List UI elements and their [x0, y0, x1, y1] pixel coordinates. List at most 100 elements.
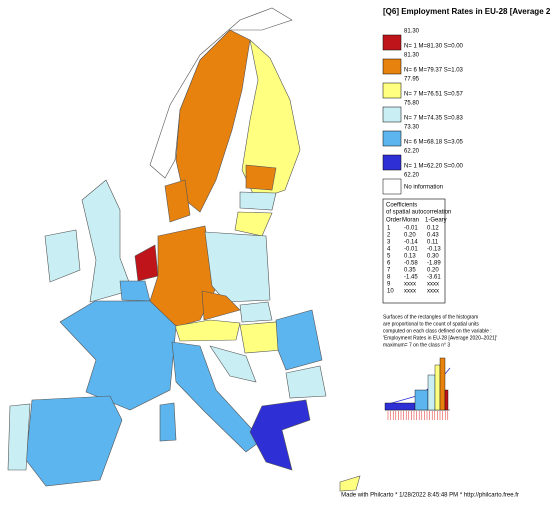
- estonia: [245, 164, 277, 191]
- class-bound: 75.80: [404, 101, 420, 107]
- title: [Q6] Employment Rates in EU-28 [Average …: [383, 7, 550, 16]
- note-line: Surfaces of the rectangles of the histog…: [383, 314, 478, 320]
- table-cell: 8: [387, 275, 391, 281]
- austria: [174, 319, 241, 342]
- class-stats: N= 7 M=74.35 S=0.83: [404, 116, 464, 122]
- histogram-bar: [414, 389, 429, 411]
- sweden: [175, 29, 251, 213]
- table-cell: -0.01: [404, 226, 418, 232]
- table-title: of spatial autocorrelation: [386, 210, 451, 216]
- table-cell: 2: [387, 233, 391, 239]
- table-cell: 0.43: [427, 233, 439, 239]
- table-cell: 0.13: [404, 254, 416, 260]
- netherlands: [134, 244, 159, 282]
- table-cell: -0.13: [427, 247, 441, 253]
- legend: 81.30 81.30 77.95 75.80 73.30 62.20 62.20 N= 1 …: [382, 29, 464, 195]
- bulgaria: [285, 365, 327, 399]
- map: [7, 7, 361, 492]
- table-cell: 10: [387, 289, 394, 295]
- table-cell: 9: [387, 282, 391, 288]
- table-header: Order: [386, 218, 401, 224]
- united-kingdom: [81, 179, 133, 303]
- spain: [25, 395, 123, 487]
- table-cell: 0.20: [404, 233, 416, 239]
- greece: [249, 399, 311, 471]
- table-cell: xxxx: [404, 289, 416, 295]
- class-stats: N= 1 M=81.30 S=0.00: [404, 44, 464, 50]
- table-frame: [382, 198, 446, 304]
- poland: [204, 231, 271, 303]
- table-cell: 4: [387, 247, 391, 253]
- portugal: [7, 403, 31, 471]
- histogram-bar: [439, 357, 446, 411]
- table-cell: xxxx: [427, 289, 439, 295]
- note-line: maximum= 7 on the class n° 3: [383, 342, 450, 348]
- belgium: [119, 280, 151, 302]
- table-cell: -3.61: [427, 275, 441, 281]
- table-cell: 0.30: [427, 254, 439, 260]
- histogram-bar: [434, 364, 441, 411]
- note-line: 'Employment Rates in EU-28 [Average 2020…: [383, 335, 497, 341]
- class-bound: 62.20: [404, 149, 420, 155]
- table-cell: 0.12: [427, 226, 439, 232]
- class-stats: N= 6 M=68.18 S=3.05: [404, 140, 464, 146]
- table-cell: -0.58: [404, 261, 418, 267]
- france: [59, 300, 177, 411]
- class-bound: 77.95: [404, 77, 420, 83]
- table-cell: 0.20: [427, 268, 439, 274]
- table-header: Moran: [402, 218, 419, 224]
- class-bound: 62.20: [404, 173, 420, 179]
- class-stats: N= 7 M=76.51 S=0.57: [404, 92, 464, 98]
- latvia: [239, 191, 277, 211]
- class-swatch: [382, 106, 402, 123]
- table-cell: -1.45: [404, 275, 418, 281]
- ireland: [44, 229, 81, 283]
- class-swatch: [382, 154, 402, 171]
- class-bound: 81.30: [404, 29, 420, 35]
- no-info-swatch: [382, 178, 402, 195]
- histogram-bar: [427, 374, 436, 411]
- denmark: [164, 179, 191, 223]
- norway: [149, 7, 293, 179]
- class-bound: 81.30: [404, 53, 420, 59]
- class-swatch: [382, 130, 402, 147]
- table-title: Coefficients: [386, 203, 417, 209]
- table-cell: xxxx: [427, 282, 439, 288]
- class-swatch: [382, 82, 402, 99]
- slovakia: [239, 301, 273, 323]
- table-cell: -0.01: [404, 247, 418, 253]
- czechia: [201, 290, 241, 321]
- no-info-label: No information: [404, 185, 443, 191]
- table-cell: 5: [387, 254, 391, 260]
- croatia: [209, 345, 257, 383]
- histogram-bar: [384, 402, 416, 411]
- table-cell: xxxx: [404, 282, 416, 288]
- table-cell: 0.35: [404, 268, 416, 274]
- table-header: 1-Geary: [425, 218, 447, 224]
- table-cell: -1.89: [427, 261, 441, 267]
- cyprus: [339, 475, 361, 492]
- lithuania: [234, 211, 273, 237]
- table-cell: 0.11: [427, 240, 439, 246]
- note-line: are proportional to the count of spatial…: [383, 321, 479, 327]
- table-cell: -0.14: [404, 240, 418, 246]
- hungary: [239, 321, 283, 354]
- italy: [171, 341, 263, 453]
- sardinia: [159, 402, 177, 442]
- table-cell: 3: [387, 240, 391, 246]
- class-stats: N= 1 M=62.20 S=0.00: [404, 164, 464, 170]
- class-bound: 73.30: [404, 125, 420, 131]
- table-cell: 7: [387, 268, 391, 274]
- notes: Surfaces of the rectangles of the histog…: [383, 314, 497, 348]
- romania: [275, 309, 323, 371]
- table-cell: 6: [387, 261, 391, 267]
- histogram: [384, 357, 451, 420]
- histogram-bar: [444, 389, 449, 411]
- note-line: computed on each class defined on the va…: [383, 328, 492, 334]
- class-swatch: [382, 58, 402, 75]
- class-swatch: [382, 34, 402, 51]
- class-stats: N= 6 M=79.37 S=1.03: [404, 68, 464, 74]
- footer: Made with Philcarto * 1/28/2022 8:45:48 …: [341, 493, 519, 499]
